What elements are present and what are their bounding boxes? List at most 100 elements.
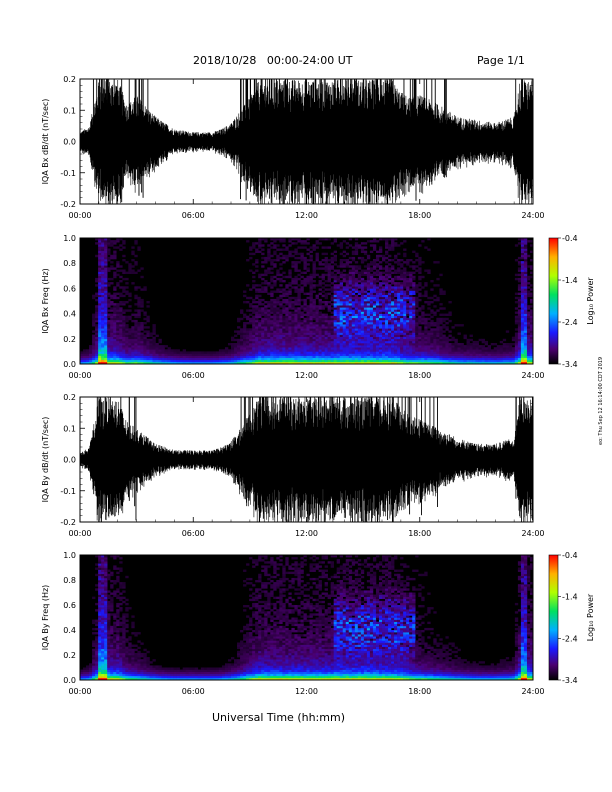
spectrogram-cell xyxy=(412,336,416,340)
spectrogram-cell xyxy=(309,254,313,258)
spectrogram-cell xyxy=(397,275,401,279)
spectrogram-cell xyxy=(394,332,398,335)
spectrogram-cell xyxy=(95,280,99,283)
spectrogram-cell xyxy=(113,294,117,298)
page-number: Page 1/1 xyxy=(477,54,525,67)
spectrogram-cell xyxy=(348,347,353,350)
spectrogram-cell xyxy=(312,275,316,279)
spectrogram-cell xyxy=(375,271,380,274)
spectrogram-cell xyxy=(324,294,328,298)
spectrogram-cell xyxy=(391,328,395,331)
spectrogram-cell xyxy=(95,349,99,352)
spectrogram-cell xyxy=(134,271,138,274)
spectrogram-cell xyxy=(122,357,126,361)
spectrogram-cell xyxy=(351,357,356,361)
spectrogram-cell xyxy=(273,322,277,325)
spectrogram-cell xyxy=(179,353,183,356)
spectrogram-cell xyxy=(466,343,470,346)
spectrogram-cell xyxy=(421,319,425,323)
spectrogram-cell xyxy=(279,322,283,325)
spectrogram-cell xyxy=(339,280,344,283)
spectrogram-cell xyxy=(110,355,114,358)
spectrogram-cell xyxy=(345,265,350,268)
spectrogram-cell xyxy=(143,330,147,333)
spectrogram-cell xyxy=(394,309,398,312)
spectrogram-cell xyxy=(330,319,334,323)
spectrogram-cell xyxy=(92,340,96,344)
spectrogram-cell xyxy=(369,292,374,295)
spectrogram-cell xyxy=(369,345,374,348)
plot-frame xyxy=(79,237,534,365)
spectrogram-cell xyxy=(394,292,398,295)
spectrogram-cell xyxy=(140,322,144,325)
spectrogram-cell xyxy=(336,326,341,329)
spectrogram-cell xyxy=(412,313,416,316)
spectrogram-cell xyxy=(397,309,401,312)
spectrogram-cell xyxy=(382,361,386,365)
spectrogram-cell xyxy=(351,315,356,319)
spectrogram-cell xyxy=(116,303,120,306)
spectrogram-cell xyxy=(285,357,289,361)
spectrogram-cell xyxy=(146,301,150,304)
spectrogram-cell xyxy=(276,288,280,291)
spectrogram-cell xyxy=(336,361,341,365)
spectrogram-cell xyxy=(385,301,389,304)
spectrogram-cell xyxy=(113,353,117,356)
spectrogram-cell xyxy=(433,357,437,361)
spectrogram-cell xyxy=(520,261,525,264)
spectrogram-cell xyxy=(487,347,492,350)
spectrogram-cell xyxy=(378,303,383,306)
spectrogram-cell xyxy=(237,326,241,329)
spectrogram-cell xyxy=(421,332,425,335)
spectrogram-cell xyxy=(276,330,280,333)
spectrogram-cell xyxy=(89,361,93,365)
spectrogram-cell xyxy=(128,263,132,266)
spectrogram-cell xyxy=(246,349,250,352)
spectrogram-cell xyxy=(484,359,488,363)
spectrogram-cell xyxy=(333,280,337,283)
spectrogram-cell xyxy=(279,252,283,256)
spectrogram-cell xyxy=(382,288,386,291)
spectrogram-cell xyxy=(282,351,286,354)
spectrogram-cell xyxy=(261,347,265,350)
spectrogram-cell xyxy=(354,248,359,251)
spectrogram-cell xyxy=(412,338,416,342)
spectrogram-cell xyxy=(382,338,386,342)
spectrogram-cell xyxy=(318,361,322,365)
spectrogram-cell xyxy=(264,280,268,283)
spectrogram-cell xyxy=(409,355,413,358)
spectrogram-cell xyxy=(345,317,350,321)
spectrogram-cell xyxy=(348,275,353,279)
spectrogram-cell xyxy=(140,288,144,291)
spectrogram-cell xyxy=(243,290,247,293)
spectrogram-cell xyxy=(375,345,380,348)
spectrogram-cell xyxy=(351,284,356,287)
spectrogram-cell xyxy=(397,347,401,350)
spectrogram-cell xyxy=(520,330,525,333)
spectrogram-cell xyxy=(424,359,428,363)
spectrogram-cell xyxy=(249,357,253,361)
spectrogram-cell xyxy=(110,296,114,300)
spectrogram-cell xyxy=(134,351,138,354)
spectrogram-cell xyxy=(137,246,141,249)
spectrogram-cell xyxy=(342,263,347,266)
spectrogram-cell xyxy=(418,347,422,350)
spectrogram-cell xyxy=(369,357,374,361)
spectrogram-cell xyxy=(391,248,395,251)
spectrogram-cell xyxy=(246,336,250,340)
spectrogram-cell xyxy=(318,355,322,358)
spectrogram-cell xyxy=(342,336,347,340)
spectrogram-cell xyxy=(418,256,422,260)
spectrogram-cell xyxy=(523,328,528,331)
spectrogram-cell xyxy=(517,303,522,306)
spectrogram-cell xyxy=(526,311,531,314)
spectrogram-cell xyxy=(354,324,359,327)
spectrogram-cell xyxy=(366,286,371,289)
spectrogram-cell xyxy=(406,298,410,302)
spectrogram-cell xyxy=(176,351,180,354)
spectrogram-cell xyxy=(333,357,337,361)
spectrogram-cell xyxy=(288,275,292,279)
spectrogram-cell xyxy=(125,326,129,329)
spectrogram-cell xyxy=(354,280,359,283)
spectrogram-cell xyxy=(478,355,482,358)
